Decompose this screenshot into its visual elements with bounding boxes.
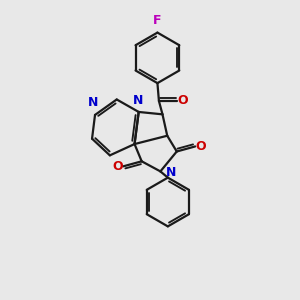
Text: N: N xyxy=(133,94,143,106)
Text: N: N xyxy=(166,167,177,179)
Text: O: O xyxy=(112,160,123,173)
Text: O: O xyxy=(196,140,206,153)
Text: N: N xyxy=(88,96,99,109)
Text: O: O xyxy=(178,94,188,107)
Text: F: F xyxy=(153,14,162,27)
